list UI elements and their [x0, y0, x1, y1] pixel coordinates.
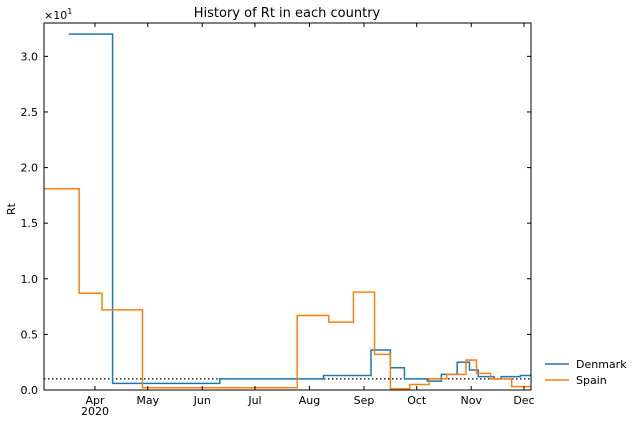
series-line-spain: [44, 187, 531, 390]
series-line-denmark: [68, 33, 531, 385]
legend-label-spain: Spain: [576, 374, 607, 387]
y-tick-label: 0.0: [21, 384, 39, 397]
y-tick-label: 2.5: [21, 106, 39, 119]
y-tick-label: 1.5: [21, 217, 39, 230]
x-tick-label: Jul: [247, 394, 261, 407]
x-tick-label: Oct: [407, 394, 427, 407]
y-tick-label: 2.0: [21, 162, 39, 175]
x-tick-label: Aug: [299, 394, 320, 407]
x-tick-label: Jun: [193, 394, 211, 407]
y-axis-label: Rt: [5, 202, 18, 215]
x-tick-label: Apr: [85, 394, 105, 407]
x-tick-label: Sep: [354, 394, 375, 407]
x-tick-label: Dec: [513, 394, 534, 407]
plot-frame: [43, 22, 532, 391]
y-axis-multiplier-exponent: 1: [67, 7, 72, 16]
x-tick-label: Nov: [460, 394, 482, 407]
y-tick-label: 0.5: [21, 328, 39, 341]
plot-area: [44, 33, 531, 390]
y-axis-multiplier: ×101: [44, 7, 72, 22]
x-tick-label: May: [136, 394, 159, 407]
chart-title: History of Rt in each country: [194, 6, 381, 21]
legend-label-denmark: Denmark: [576, 358, 627, 371]
y-axis-multiplier-base: ×10: [44, 9, 67, 22]
x-tick-sublabel: 2020: [81, 405, 109, 418]
legend: Denmark Spain: [545, 358, 627, 387]
y-tick-label: 3.0: [21, 50, 39, 63]
y-tick-label: 1.0: [21, 273, 39, 286]
